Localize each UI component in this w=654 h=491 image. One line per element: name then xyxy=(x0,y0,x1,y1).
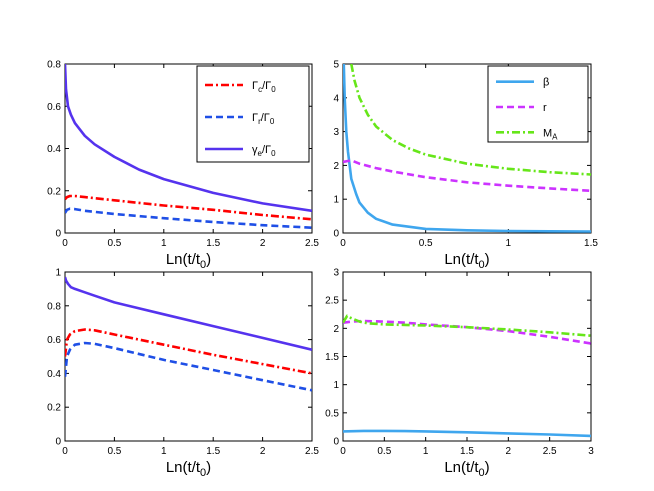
y-tick-label: 0.6 xyxy=(47,102,61,113)
y-tick-label: 5 xyxy=(333,60,339,71)
x-axis-label: Ln(t/t0) xyxy=(444,251,489,271)
chart-bottom-left: 0 0.5 1 1.5 2 2.5 0 0.2 0.4 0.6 0.8 1 Ln(t/t0) xyxy=(47,268,319,480)
x-tick-label: 1.5 xyxy=(206,238,220,249)
legend: β r MA xyxy=(487,65,589,143)
x-axis-label: Ln(t/t0) xyxy=(166,251,211,271)
y-tick-label: 2 xyxy=(333,324,339,335)
x-tick-label: 1 xyxy=(423,446,429,457)
y-tick-label: 2 xyxy=(333,161,339,172)
series-line-γe/Γ0 xyxy=(65,64,312,213)
series-line-MA xyxy=(343,314,591,337)
legend-label-r: r xyxy=(543,102,547,114)
legend: Γc/Γ0 Γr/Γ0 γe/Γ0 xyxy=(196,65,310,163)
x-tick-label: 0 xyxy=(62,238,68,249)
y-tick-label: 0.5 xyxy=(325,408,339,419)
x-axis-label: Ln(t/t0) xyxy=(444,459,489,479)
legend-box xyxy=(196,65,310,163)
y-tick-label: 0 xyxy=(55,437,61,448)
x-tick-label: 2.5 xyxy=(543,446,557,457)
series-line-Γr/Γ0 xyxy=(65,207,312,229)
chart-top-left: 0 0.5 1 1.5 2 2.5 0 0.2 0.4 0.6 0.8 Ln(t/t0) Γc/Γ0 Γr… xyxy=(47,60,319,272)
y-tick-label: 1 xyxy=(333,380,339,391)
legend-label-β: β xyxy=(543,77,549,89)
legend-label-Γc/Γ0: Γc/Γ0 xyxy=(252,80,276,94)
y-tick-label: 0.8 xyxy=(47,301,61,312)
x-tick-label: 1.5 xyxy=(206,446,220,457)
x-tick-label: 0.5 xyxy=(377,446,391,457)
x-tick-label: 1.5 xyxy=(460,446,474,457)
x-tick-label: 1 xyxy=(161,238,167,249)
x-tick-label: 2 xyxy=(506,446,512,457)
y-tick-label: 3 xyxy=(333,127,339,138)
y-tick-label: 0.4 xyxy=(47,144,61,155)
legend-label-γe/Γ0: γe/Γ0 xyxy=(252,144,276,158)
x-tick-label: 1 xyxy=(161,446,167,457)
legend-label-Γr/Γ0: Γr/Γ0 xyxy=(252,112,275,126)
y-tick-label: 0 xyxy=(333,229,339,240)
y-tick-label: 0.2 xyxy=(47,186,61,197)
legend-box xyxy=(487,65,589,143)
x-tick-label: 2 xyxy=(260,446,266,457)
series-line-β xyxy=(343,429,591,438)
x-tick-label: 2.5 xyxy=(305,238,319,249)
y-tick-label: 1 xyxy=(333,195,339,206)
x-tick-label: 2 xyxy=(260,238,266,249)
x-tick-label: 0.5 xyxy=(419,238,433,249)
chart-bottom-right: 0 0.5 1 1.5 2 2.5 3 0 0.5 1 1.5 2 2.5 3 Ln(t/t0) xyxy=(325,268,594,480)
legend-label-MA: MA xyxy=(543,127,558,141)
x-tick-label: 0.5 xyxy=(107,238,121,249)
series-line-Γc/Γ0 xyxy=(65,328,312,375)
y-tick-label: 2.5 xyxy=(325,296,339,307)
series-line-γe/Γ0 xyxy=(65,276,312,351)
chart-top-right: 0 0.5 1 1.5 0 1 2 3 4 5 Ln(t/t0) β r MA xyxy=(333,60,598,272)
y-tick-label: 0 xyxy=(55,229,61,240)
y-tick-label: 0.8 xyxy=(47,60,61,71)
x-axis-label: Ln(t/t0) xyxy=(166,459,211,479)
series-line-MA xyxy=(350,64,591,176)
x-tick-label: 3 xyxy=(588,446,594,457)
x-tick-label: 1.5 xyxy=(584,238,598,249)
x-tick-label: 1 xyxy=(506,238,512,249)
y-tick-label: 4 xyxy=(333,93,339,104)
series-line-Γc/Γ0 xyxy=(65,194,312,221)
series-line-Γr/Γ0 xyxy=(65,341,312,392)
y-tick-label: 3 xyxy=(333,268,339,279)
x-tick-label: 0.5 xyxy=(107,446,121,457)
plot-frame xyxy=(342,271,592,442)
x-tick-label: 0 xyxy=(62,446,68,457)
x-tick-label: 2.5 xyxy=(305,446,319,457)
y-tick-label: 0.4 xyxy=(47,369,61,380)
x-tick-label: 0 xyxy=(340,238,346,249)
y-tick-label: 1 xyxy=(55,268,61,279)
y-tick-label: 0.6 xyxy=(47,335,61,346)
y-tick-label: 1.5 xyxy=(325,352,339,363)
x-tick-label: 0 xyxy=(340,446,346,457)
series-line-β xyxy=(343,64,591,233)
series-line-r xyxy=(343,159,591,193)
y-tick-label: 0 xyxy=(333,437,339,448)
y-tick-label: 0.2 xyxy=(47,403,61,414)
